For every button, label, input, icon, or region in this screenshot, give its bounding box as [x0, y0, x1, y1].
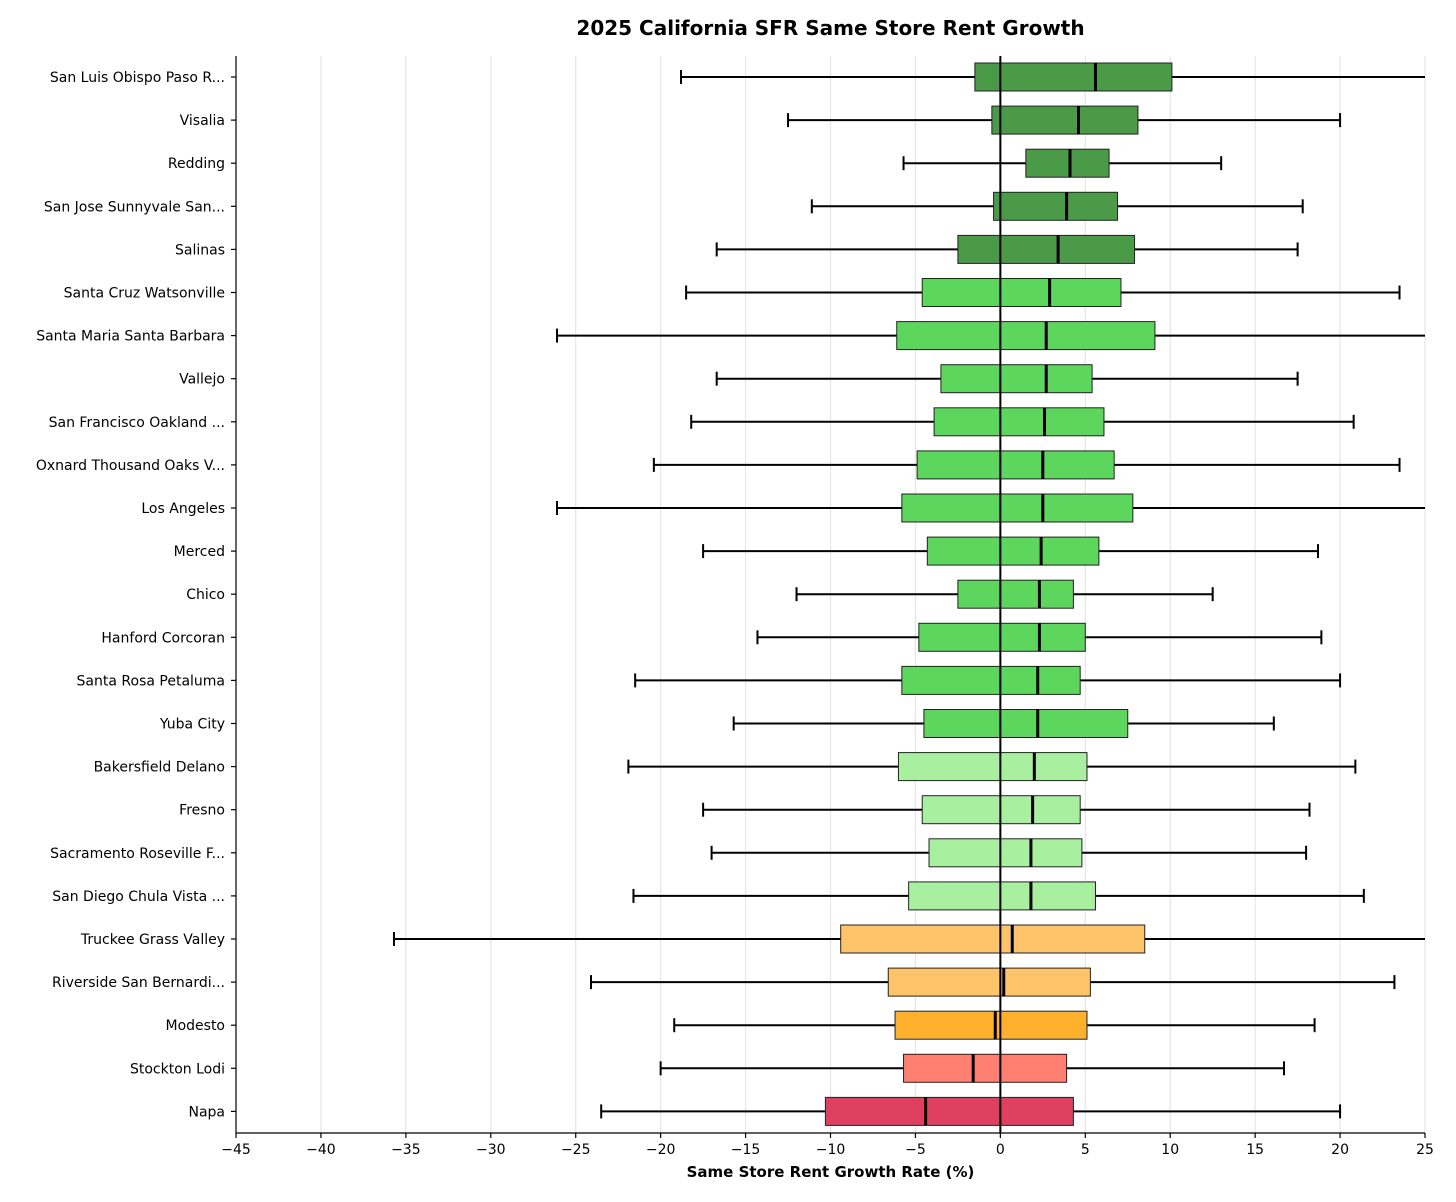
- box-row: [702, 536, 1319, 566]
- box: [887, 967, 1091, 997]
- box: [903, 1053, 1068, 1083]
- y-tick-label: Stockton Lodi: [130, 1061, 225, 1077]
- y-tick-label: San Diego Chula Vista ...: [52, 889, 225, 905]
- y-tick-label: Napa: [188, 1104, 225, 1120]
- box-row: [902, 148, 1223, 178]
- y-tick-label: Hanford Corcoran: [101, 630, 225, 646]
- x-tick-label: −45: [221, 1142, 251, 1158]
- box-row: [659, 1053, 1286, 1083]
- box: [896, 321, 1156, 351]
- box: [957, 579, 1074, 609]
- y-tick-label: Truckee Grass Valley: [80, 932, 225, 948]
- x-tick-label: −40: [306, 1142, 336, 1158]
- box-row: [715, 234, 1299, 264]
- box-row: [680, 62, 1425, 92]
- x-axis-label: Same Store Rent Growth Rate (%): [687, 1163, 975, 1181]
- box: [897, 752, 1088, 782]
- box-row: [710, 838, 1308, 868]
- box: [1025, 148, 1110, 178]
- y-tick-label: Modesto: [166, 1018, 226, 1034]
- y-tick-label: Salinas: [175, 242, 225, 258]
- box: [908, 881, 1096, 911]
- box-row: [715, 364, 1299, 394]
- box-row: [795, 579, 1214, 609]
- y-tick-label: Yuba City: [159, 717, 225, 733]
- box: [901, 493, 1134, 523]
- box-row: [810, 191, 1304, 221]
- y-tick-label: Vallejo: [179, 372, 225, 388]
- x-tick-label: −20: [646, 1142, 676, 1158]
- box: [993, 191, 1119, 221]
- box: [974, 62, 1173, 92]
- chart-title: 2025 California SFR Same Store Rent Grow…: [576, 16, 1085, 40]
- box: [991, 105, 1139, 135]
- axes: San Luis Obispo Paso R... Visalia Redding S…: [36, 56, 1434, 1181]
- y-tick-label: San Francisco Oakland ...: [49, 415, 225, 431]
- x-tick-label: 20: [1331, 1142, 1349, 1158]
- y-tick-label: Merced: [174, 544, 225, 560]
- box: [901, 665, 1081, 695]
- y-tick-label: Santa Cruz Watsonville: [64, 286, 225, 302]
- box-row: [556, 493, 1425, 523]
- y-tick-label: Redding: [168, 156, 225, 172]
- box: [923, 709, 1129, 738]
- y-tick-label: Riverside San Bernardi...: [52, 975, 225, 991]
- x-tick-label: −35: [391, 1142, 421, 1158]
- x-tick-label: −15: [731, 1142, 761, 1158]
- box-row: [590, 967, 1396, 997]
- box-row: [787, 105, 1342, 135]
- box-row: [685, 278, 1401, 307]
- x-tick-label: −5: [905, 1142, 926, 1158]
- x-tick-label: −25: [561, 1142, 591, 1158]
- x-tick-label: 15: [1246, 1142, 1264, 1158]
- box-row: [634, 665, 1342, 695]
- box: [918, 622, 1086, 652]
- box-row: [392, 924, 1425, 954]
- box-row: [673, 1010, 1316, 1040]
- box: [921, 278, 1122, 307]
- box-row: [632, 881, 1365, 911]
- y-tick-label: Oxnard Thousand Oaks V...: [36, 458, 225, 474]
- x-tick-label: 10: [1161, 1142, 1179, 1158]
- y-tick-label: Bakersfield Delano: [94, 760, 225, 776]
- box-row: [702, 795, 1311, 825]
- y-tick-label: San Luis Obispo Paso R...: [50, 70, 225, 86]
- box: [824, 1096, 1074, 1126]
- x-tick-label: 0: [996, 1142, 1005, 1158]
- box-row: [556, 321, 1425, 351]
- y-tick-label: Chico: [186, 587, 225, 603]
- box: [940, 364, 1093, 394]
- y-tick-label: Sacramento Roseville F...: [50, 846, 225, 862]
- box-row: [627, 752, 1357, 782]
- box: [926, 536, 1100, 566]
- y-tick-label: Fresno: [179, 803, 225, 819]
- x-tick-label: 5: [1081, 1142, 1090, 1158]
- box: [840, 924, 1146, 954]
- y-tick-label: Santa Rosa Petaluma: [77, 673, 225, 689]
- box: [933, 407, 1105, 437]
- x-tick-label: −30: [476, 1142, 506, 1158]
- y-tick-label: Visalia: [180, 113, 225, 129]
- box: [957, 234, 1136, 264]
- y-tick-label: Santa Maria Santa Barbara: [36, 329, 225, 345]
- y-tick-label: San Jose Sunnyvale San...: [44, 199, 225, 215]
- x-tick-label: 25: [1416, 1142, 1434, 1158]
- box-series: [392, 56, 1425, 1133]
- box-row: [652, 450, 1401, 480]
- box: [894, 1010, 1088, 1040]
- box: [916, 450, 1115, 480]
- box-row: [732, 709, 1275, 738]
- box-row: [600, 1096, 1342, 1126]
- box: [928, 838, 1083, 868]
- y-tick-label: Los Angeles: [141, 501, 225, 517]
- x-tick-label: −10: [816, 1142, 846, 1158]
- box-row: [756, 622, 1323, 652]
- box-row: [690, 407, 1355, 437]
